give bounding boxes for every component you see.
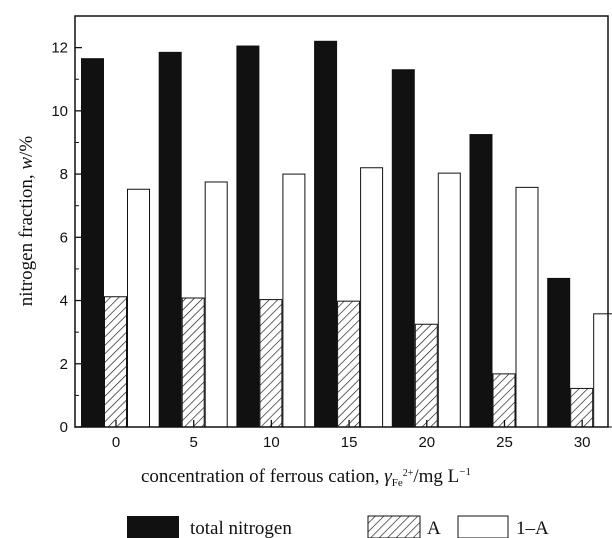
y-tick-label: 0 [60,419,68,436]
bar-1-a-0 [127,188,150,428]
bar-total-nitrogen-5 [158,51,182,428]
x-tick-label: 15 [341,434,358,451]
legend-swatch-1-a [457,515,509,538]
bar-1-a-20 [437,172,461,428]
x-tick-label: 5 [190,434,198,451]
legend-label-a: A [427,518,441,538]
y-tick-label: 2 [60,356,68,373]
x-tick-label: 10 [263,434,280,451]
bar-a-15 [337,300,361,428]
y-tick-label: 4 [60,293,68,310]
x-tick-label: 20 [418,434,435,451]
bar-1-a-15 [360,167,384,428]
bar-a-20 [414,323,438,428]
bar-a-5 [181,297,205,428]
bar-total-nitrogen-30 [547,277,571,428]
x-tick-label: 30 [574,434,591,451]
bar-1-a-5 [204,181,228,428]
legend: total nitrogen A 1–A [127,515,549,538]
x-tick-label: 25 [496,434,513,451]
legend-swatch-a [367,515,421,538]
y-tick-label: 6 [60,229,68,246]
y-tick-label: 8 [60,166,68,183]
y-axis-ticks: 0 2 4 6 8 10 12 [51,40,82,436]
bar-total-nitrogen-25 [469,134,493,428]
bars [81,40,612,428]
y-axis-title: nitrogen fraction, w/% [16,136,37,307]
bar-total-nitrogen-0 [81,58,104,428]
x-tick-label: 0 [112,434,120,451]
y-tick-label: 10 [51,103,68,120]
bar-1-a-10 [282,173,306,428]
legend-swatch-total-nitrogen [127,516,179,538]
x-axis-ticks: 0 5 10 15 20 25 30 [112,420,591,451]
y-tick-label: 12 [51,40,68,57]
legend-label-total-nitrogen: total nitrogen [190,518,292,538]
bar-a-0 [104,296,127,428]
x-axis-title: concentration of ferrous cation, γFe2+/m… [141,466,471,489]
legend-label-1-a: 1–A [516,518,549,538]
bar-a-25 [492,373,516,428]
bar-total-nitrogen-15 [314,40,338,428]
plot-frame [74,15,609,428]
bar-total-nitrogen-20 [391,69,415,428]
bar-a-10 [259,299,283,428]
bar-1-a-25 [515,186,539,428]
bar-1-a-30 [593,313,612,428]
bar-total-nitrogen-10 [236,45,260,428]
